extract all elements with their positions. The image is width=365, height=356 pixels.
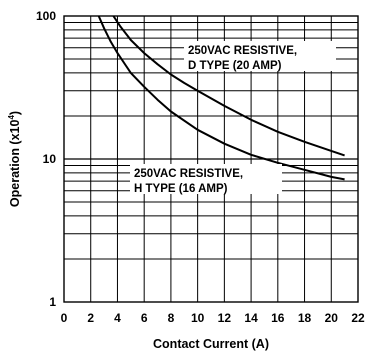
- x-tick-labels: 0 2 4 6 8 10 12 14 16 18 20 22: [61, 311, 365, 325]
- series-label-line: 250VAC RESISTIVE,: [188, 45, 297, 57]
- x-tick-label: 12: [218, 311, 232, 325]
- x-tick-label: 22: [351, 311, 365, 325]
- y-tick-label: 1: [49, 295, 56, 309]
- x-axis-title: Contact Current (A): [153, 337, 269, 351]
- x-tick-label: 10: [191, 311, 205, 325]
- series-label-line: H TYPE (16 AMP): [134, 183, 228, 195]
- curves: [97, 15, 345, 181]
- x-tick-label: 20: [325, 311, 339, 325]
- x-tick-label: 6: [141, 311, 148, 325]
- series-curve-2: [97, 15, 345, 181]
- y-axis-title-exponent: 4: [7, 115, 16, 120]
- series-label-line: D TYPE (20 AMP): [188, 60, 282, 72]
- y-axis-title-main: Operation (x10: [8, 120, 22, 208]
- y-tick-label: 100: [36, 9, 56, 23]
- y-axis-title-close: ): [8, 111, 22, 115]
- y-axis-title: Operation (x104): [7, 111, 22, 207]
- series-label-background: [130, 164, 282, 194]
- x-tick-label: 16: [271, 311, 285, 325]
- y-tick-label: 10: [43, 152, 57, 166]
- x-tick-label: 18: [298, 311, 312, 325]
- plot-frame: [63, 15, 359, 303]
- x-tick-label: 2: [87, 311, 94, 325]
- x-tick-label: 8: [168, 311, 175, 325]
- x-tick-label: 4: [114, 311, 121, 325]
- x-tick-label: 14: [244, 311, 258, 325]
- series-label-background: [184, 41, 336, 71]
- series-label-line: 250VAC RESISTIVE,: [134, 168, 243, 180]
- x-tick-label: 0: [61, 311, 68, 325]
- y-tick-labels: 1 10 100: [36, 9, 56, 309]
- series-labels: 250VAC RESISTIVE, D TYPE (20 AMP) 250VAC R…: [130, 41, 336, 195]
- series-curve-1: [112, 15, 345, 157]
